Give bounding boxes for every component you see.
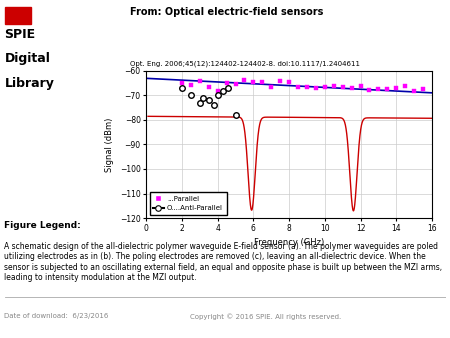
Text: A schematic design of the all-dielectric polymer waveguide E-field sensor (a). T: A schematic design of the all-dielectric… <box>4 242 443 282</box>
Text: Figure Legend:: Figure Legend: <box>4 221 81 231</box>
Text: Opt. Eng. 2006;45(12):124402-124402-8. doi:10.1117/1.2404611: Opt. Eng. 2006;45(12):124402-124402-8. d… <box>130 61 360 67</box>
Text: Library: Library <box>4 77 54 90</box>
Text: Digital: Digital <box>4 52 50 65</box>
Legend: ...Parallel, O....Anti-Parallel: ...Parallel, O....Anti-Parallel <box>150 192 226 215</box>
Text: Copyright © 2016 SPIE. All rights reserved.: Copyright © 2016 SPIE. All rights reserv… <box>190 313 341 320</box>
Y-axis label: Signal (dBm): Signal (dBm) <box>105 117 114 172</box>
Text: Date of download:  6/23/2016: Date of download: 6/23/2016 <box>4 313 109 319</box>
Text: From: Optical electric-field sensors: From: Optical electric-field sensors <box>130 7 324 17</box>
X-axis label: Frequency (GHz): Frequency (GHz) <box>254 238 324 247</box>
Bar <box>4 7 31 24</box>
Text: SPIE: SPIE <box>4 28 36 41</box>
